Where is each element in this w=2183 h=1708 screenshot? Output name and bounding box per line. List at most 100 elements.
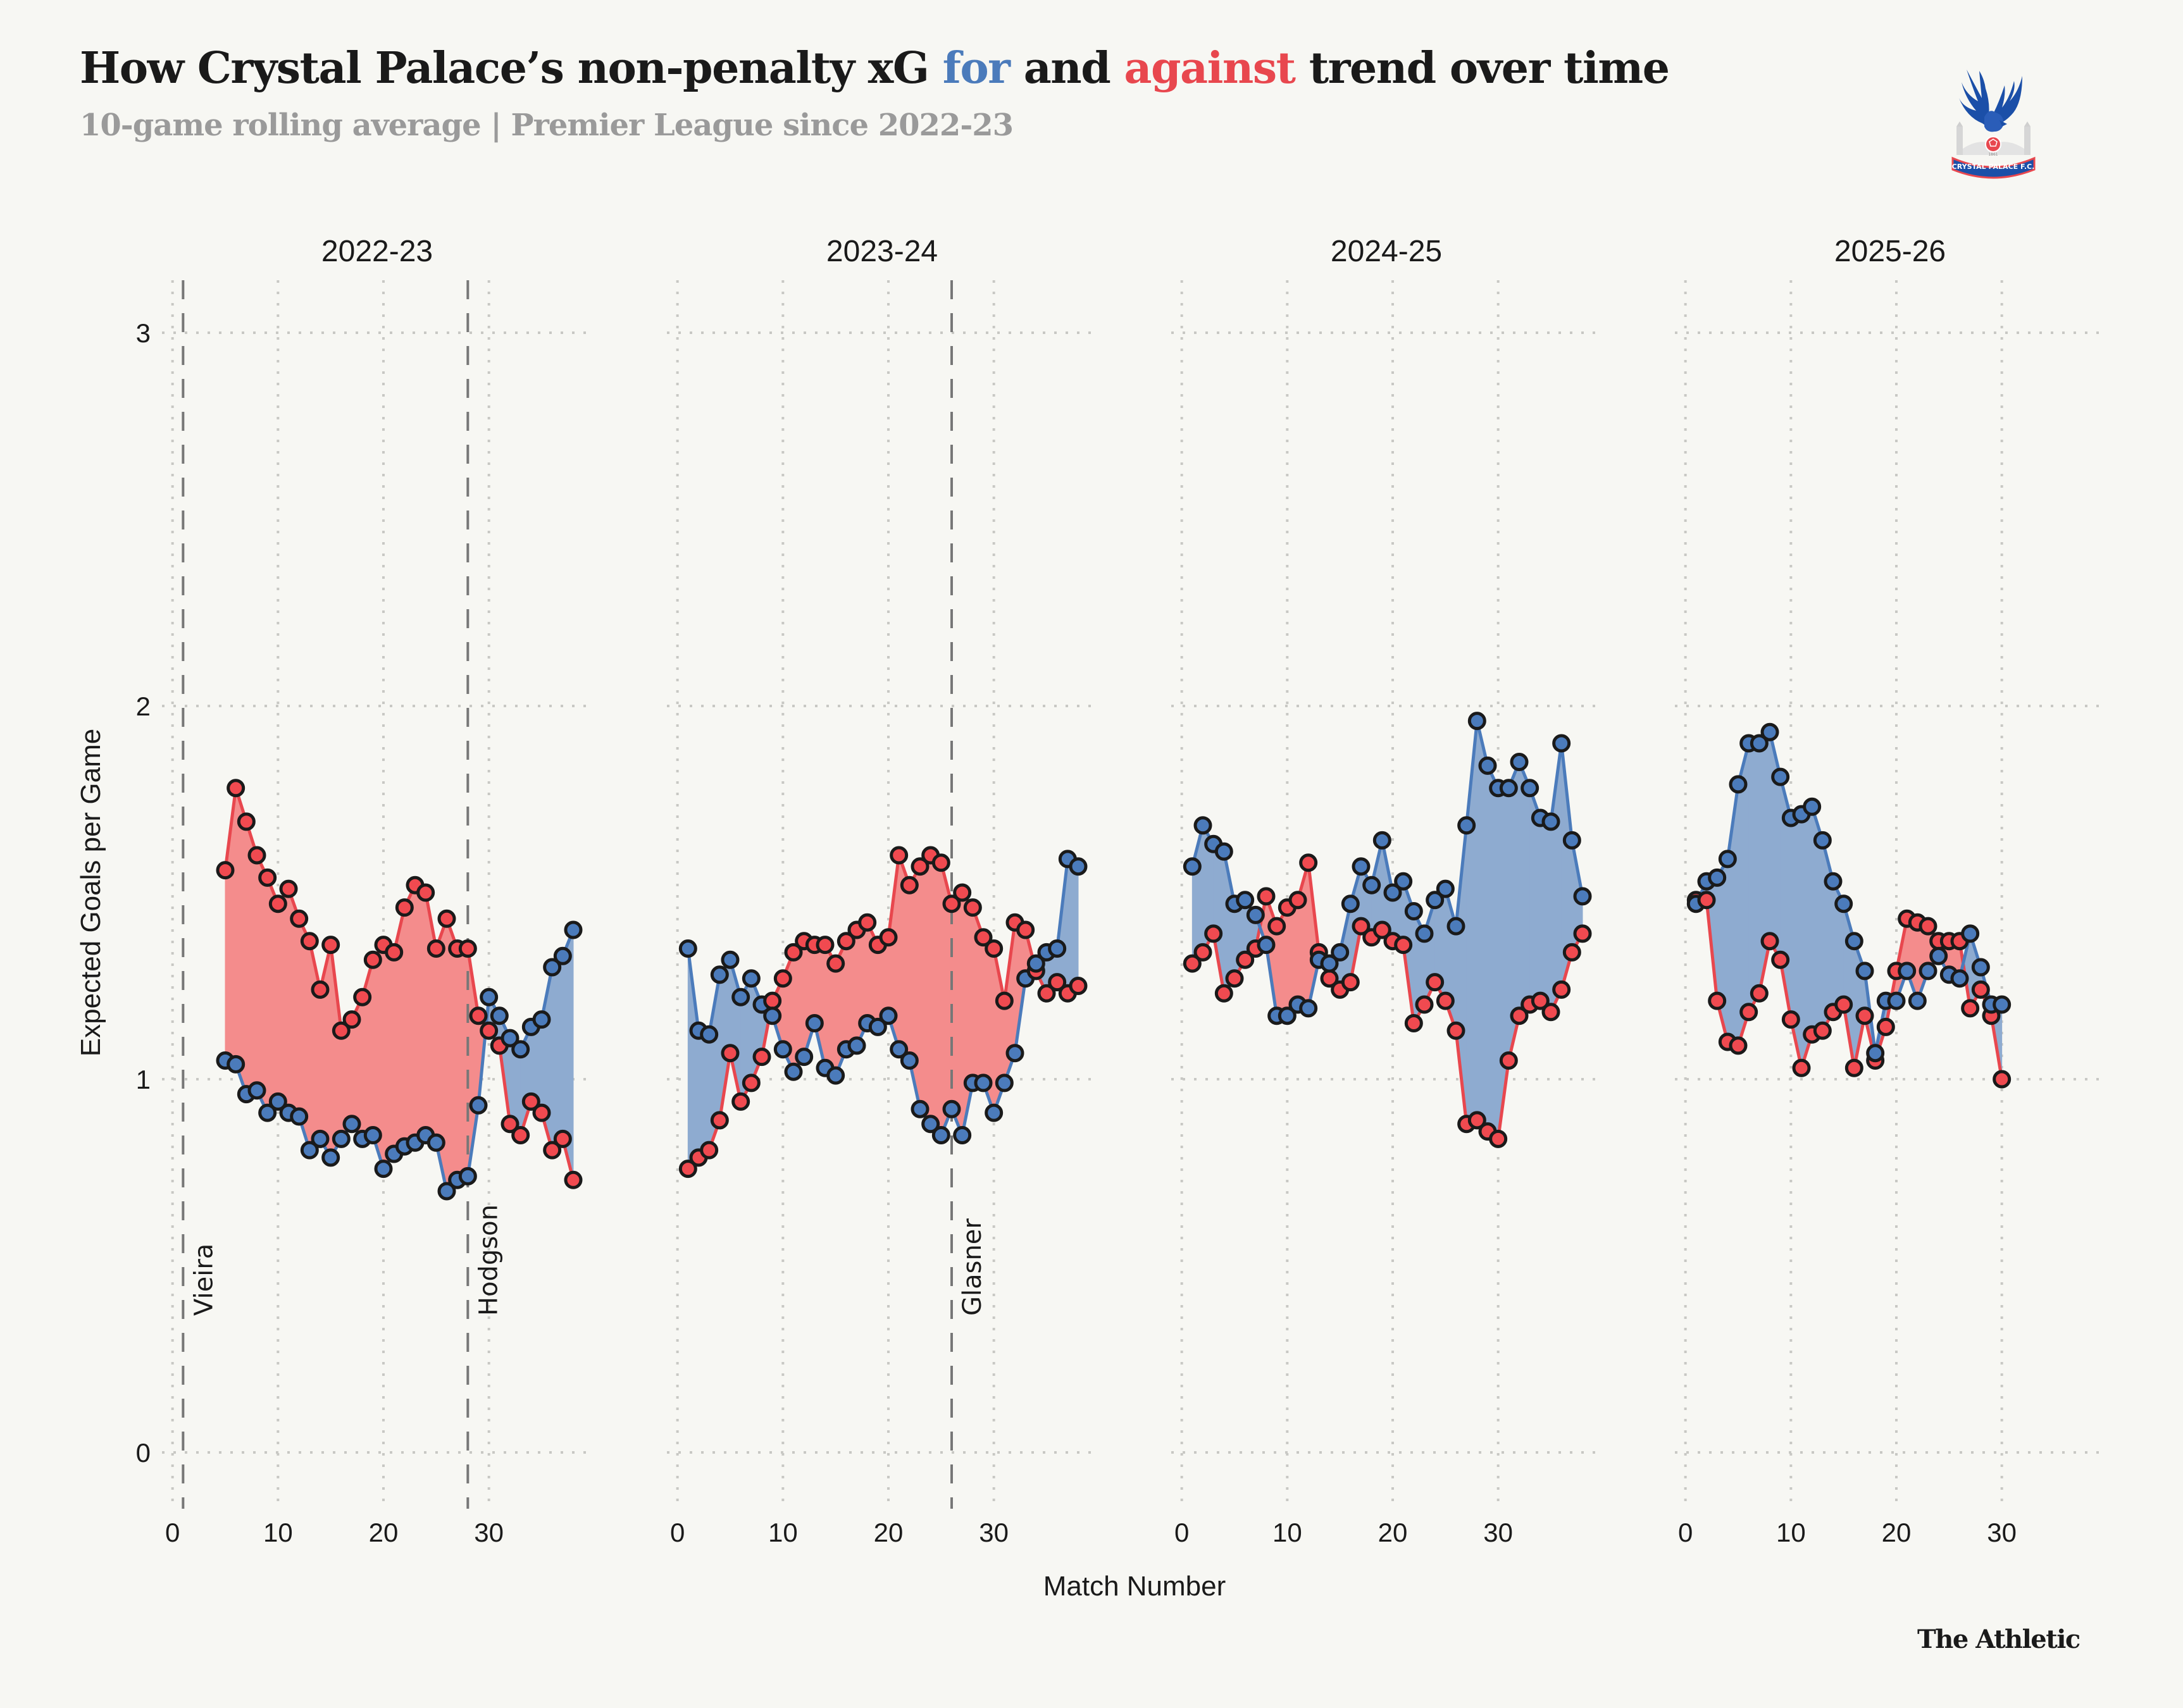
xg-against-point [1394, 936, 1413, 955]
xg-for-point [1771, 767, 1790, 786]
xg-against-point [290, 909, 309, 928]
xg-against-point [931, 853, 950, 872]
xg-against-point [342, 1010, 361, 1029]
for-advantage-area [1519, 762, 1531, 1017]
xg-against-point [300, 932, 319, 951]
xg-against-point [1069, 977, 1088, 995]
xg-against-point [1016, 920, 1035, 939]
x-tick-label: 0 [1678, 1518, 1693, 1547]
xg-for-point [1750, 734, 1769, 753]
xg-for-point [437, 1182, 456, 1201]
xg-against-point [1352, 917, 1371, 936]
x-tick-label: 0 [165, 1518, 180, 1547]
against-advantage-area [256, 855, 268, 1113]
xg-against-point [1531, 991, 1550, 1010]
xg-for-point [931, 1126, 950, 1144]
title-against-highlight: against [1124, 43, 1296, 94]
xg-for-point [1993, 995, 2012, 1014]
xg-against-point [1204, 924, 1223, 943]
xg-for-point [258, 1103, 277, 1122]
xg-against-point [1288, 891, 1307, 910]
xg-for-point [268, 1092, 287, 1111]
xg-for-point [490, 1006, 509, 1025]
xg-for-point [1394, 872, 1413, 891]
for-advantage-area [1498, 788, 1509, 1139]
xg-against-point [1708, 991, 1727, 1010]
xg-against-point [773, 969, 792, 988]
y-tick-label: 0 [136, 1438, 151, 1468]
xg-for-point [564, 920, 583, 939]
xg-for-point [247, 1081, 266, 1100]
xg-for-point [678, 939, 697, 958]
xg-against-point [890, 846, 909, 865]
xg-for-point [710, 965, 729, 984]
xg-for-point [374, 1160, 393, 1179]
xg-against-point [700, 1141, 719, 1160]
xg-for-point [1844, 932, 1863, 951]
xg-against-point [227, 779, 246, 798]
xg-against-point [437, 909, 456, 928]
x-tick-label: 10 [768, 1518, 798, 1547]
for-advantage-area [1067, 858, 1079, 994]
xg-against-point [721, 1044, 740, 1063]
against-advantage-area [235, 788, 247, 1094]
xg-for-point [879, 1006, 898, 1025]
xg-for-point [847, 1036, 866, 1055]
xg-against-point [1341, 973, 1360, 992]
xg-for-point [511, 1040, 530, 1059]
xg-for-point [1257, 936, 1276, 955]
y-tick-label: 3 [136, 318, 151, 348]
xg-against-point [395, 898, 414, 917]
xg-against-point [974, 928, 993, 947]
xg-for-point [1236, 891, 1255, 910]
xg-for-point [868, 1017, 887, 1036]
xg-against-point [752, 1048, 771, 1067]
against-advantage-area [919, 854, 931, 1125]
xg-against-point [763, 991, 782, 1010]
xg-against-point [1436, 991, 1455, 1010]
xg-for-point [1457, 816, 1476, 835]
y-tick-label: 2 [136, 691, 151, 721]
xg-for-point [1573, 887, 1592, 906]
xg-for-point [1320, 954, 1339, 973]
xg-for-point [1908, 991, 1927, 1010]
xg-against-point [1993, 1070, 2012, 1089]
xg-against-point [710, 1111, 729, 1130]
xg-against-point [1573, 924, 1592, 943]
xg-against-point [995, 991, 1014, 1010]
against-advantage-area [414, 884, 426, 1144]
xg-for-point [1331, 943, 1350, 962]
xg-against-point [953, 883, 972, 902]
xg-for-point [942, 1099, 961, 1118]
xg-for-point [1855, 962, 1874, 981]
xg-against-point [1467, 1111, 1486, 1130]
xg-for-point [1299, 999, 1318, 1018]
xg-for-point [1760, 722, 1779, 741]
xg-against-point [816, 936, 835, 955]
xg-against-point [1760, 932, 1779, 951]
xg-against-point [268, 894, 287, 913]
xg-against-point [521, 1092, 540, 1111]
xg-against-point [1225, 969, 1244, 988]
xg-for-point [532, 1010, 551, 1029]
xg-for-point [773, 1040, 792, 1059]
xg-against-point [543, 1141, 562, 1160]
xg-against-point [511, 1126, 530, 1144]
xg-for-point [921, 1115, 940, 1134]
xg-for-point [1887, 991, 1906, 1010]
xg-for-point [1929, 946, 1948, 965]
x-tick-label: 10 [263, 1518, 293, 1547]
xg-for-point [1446, 917, 1465, 936]
xg-against-point [1562, 943, 1581, 962]
xg-against-point [1267, 917, 1286, 936]
xg-for-point [1352, 857, 1371, 876]
xg-against-point [837, 932, 855, 951]
xg-for-point [1729, 775, 1748, 794]
xg-against-point [1739, 1003, 1758, 1022]
chart-title: How Crystal Palace’s non-penalty xG for … [80, 43, 1670, 94]
xg-against-point [1552, 980, 1571, 999]
xg-for-point [1562, 831, 1581, 850]
manager-label: Glasner [958, 1218, 987, 1316]
for-advantage-area [1487, 765, 1499, 1140]
xg-against-point [363, 950, 382, 969]
